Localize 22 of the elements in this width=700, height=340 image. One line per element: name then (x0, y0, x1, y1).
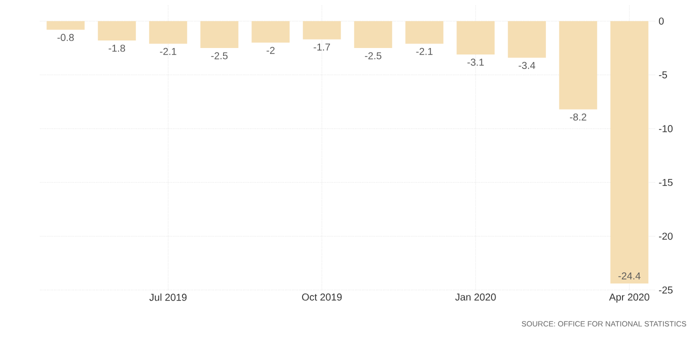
y-tick-label: -25 (658, 286, 673, 294)
data-label: -3.4 (518, 62, 536, 69)
data-label: -2 (266, 46, 275, 54)
data-label: -1.7 (314, 44, 330, 50)
y-tick-label: 0 (658, 18, 664, 25)
data-label: -3.1 (467, 58, 484, 66)
data-label: -2.5 (211, 52, 228, 60)
data-label: -2.1 (416, 48, 433, 55)
data-label: -1.8 (108, 44, 126, 52)
y-tick-label: -10 (658, 125, 673, 132)
x-tick-label: Jan 2020 (455, 294, 496, 301)
data-label: -24.4 (618, 272, 640, 280)
y-tick-label: -5 (658, 71, 668, 78)
data-label: -2.5 (364, 52, 382, 60)
data-label: -2.1 (160, 48, 176, 55)
x-tick-label: Jul 2019 (149, 294, 187, 301)
data-label: -0.8 (57, 34, 74, 42)
y-tick-label: -15 (658, 178, 673, 186)
data-label: -8.2 (570, 114, 586, 121)
x-tick-label: Apr 2020 (609, 294, 650, 303)
x-tick-label: Oct 2019 (302, 294, 342, 301)
y-tick-label: -20 (658, 232, 673, 240)
